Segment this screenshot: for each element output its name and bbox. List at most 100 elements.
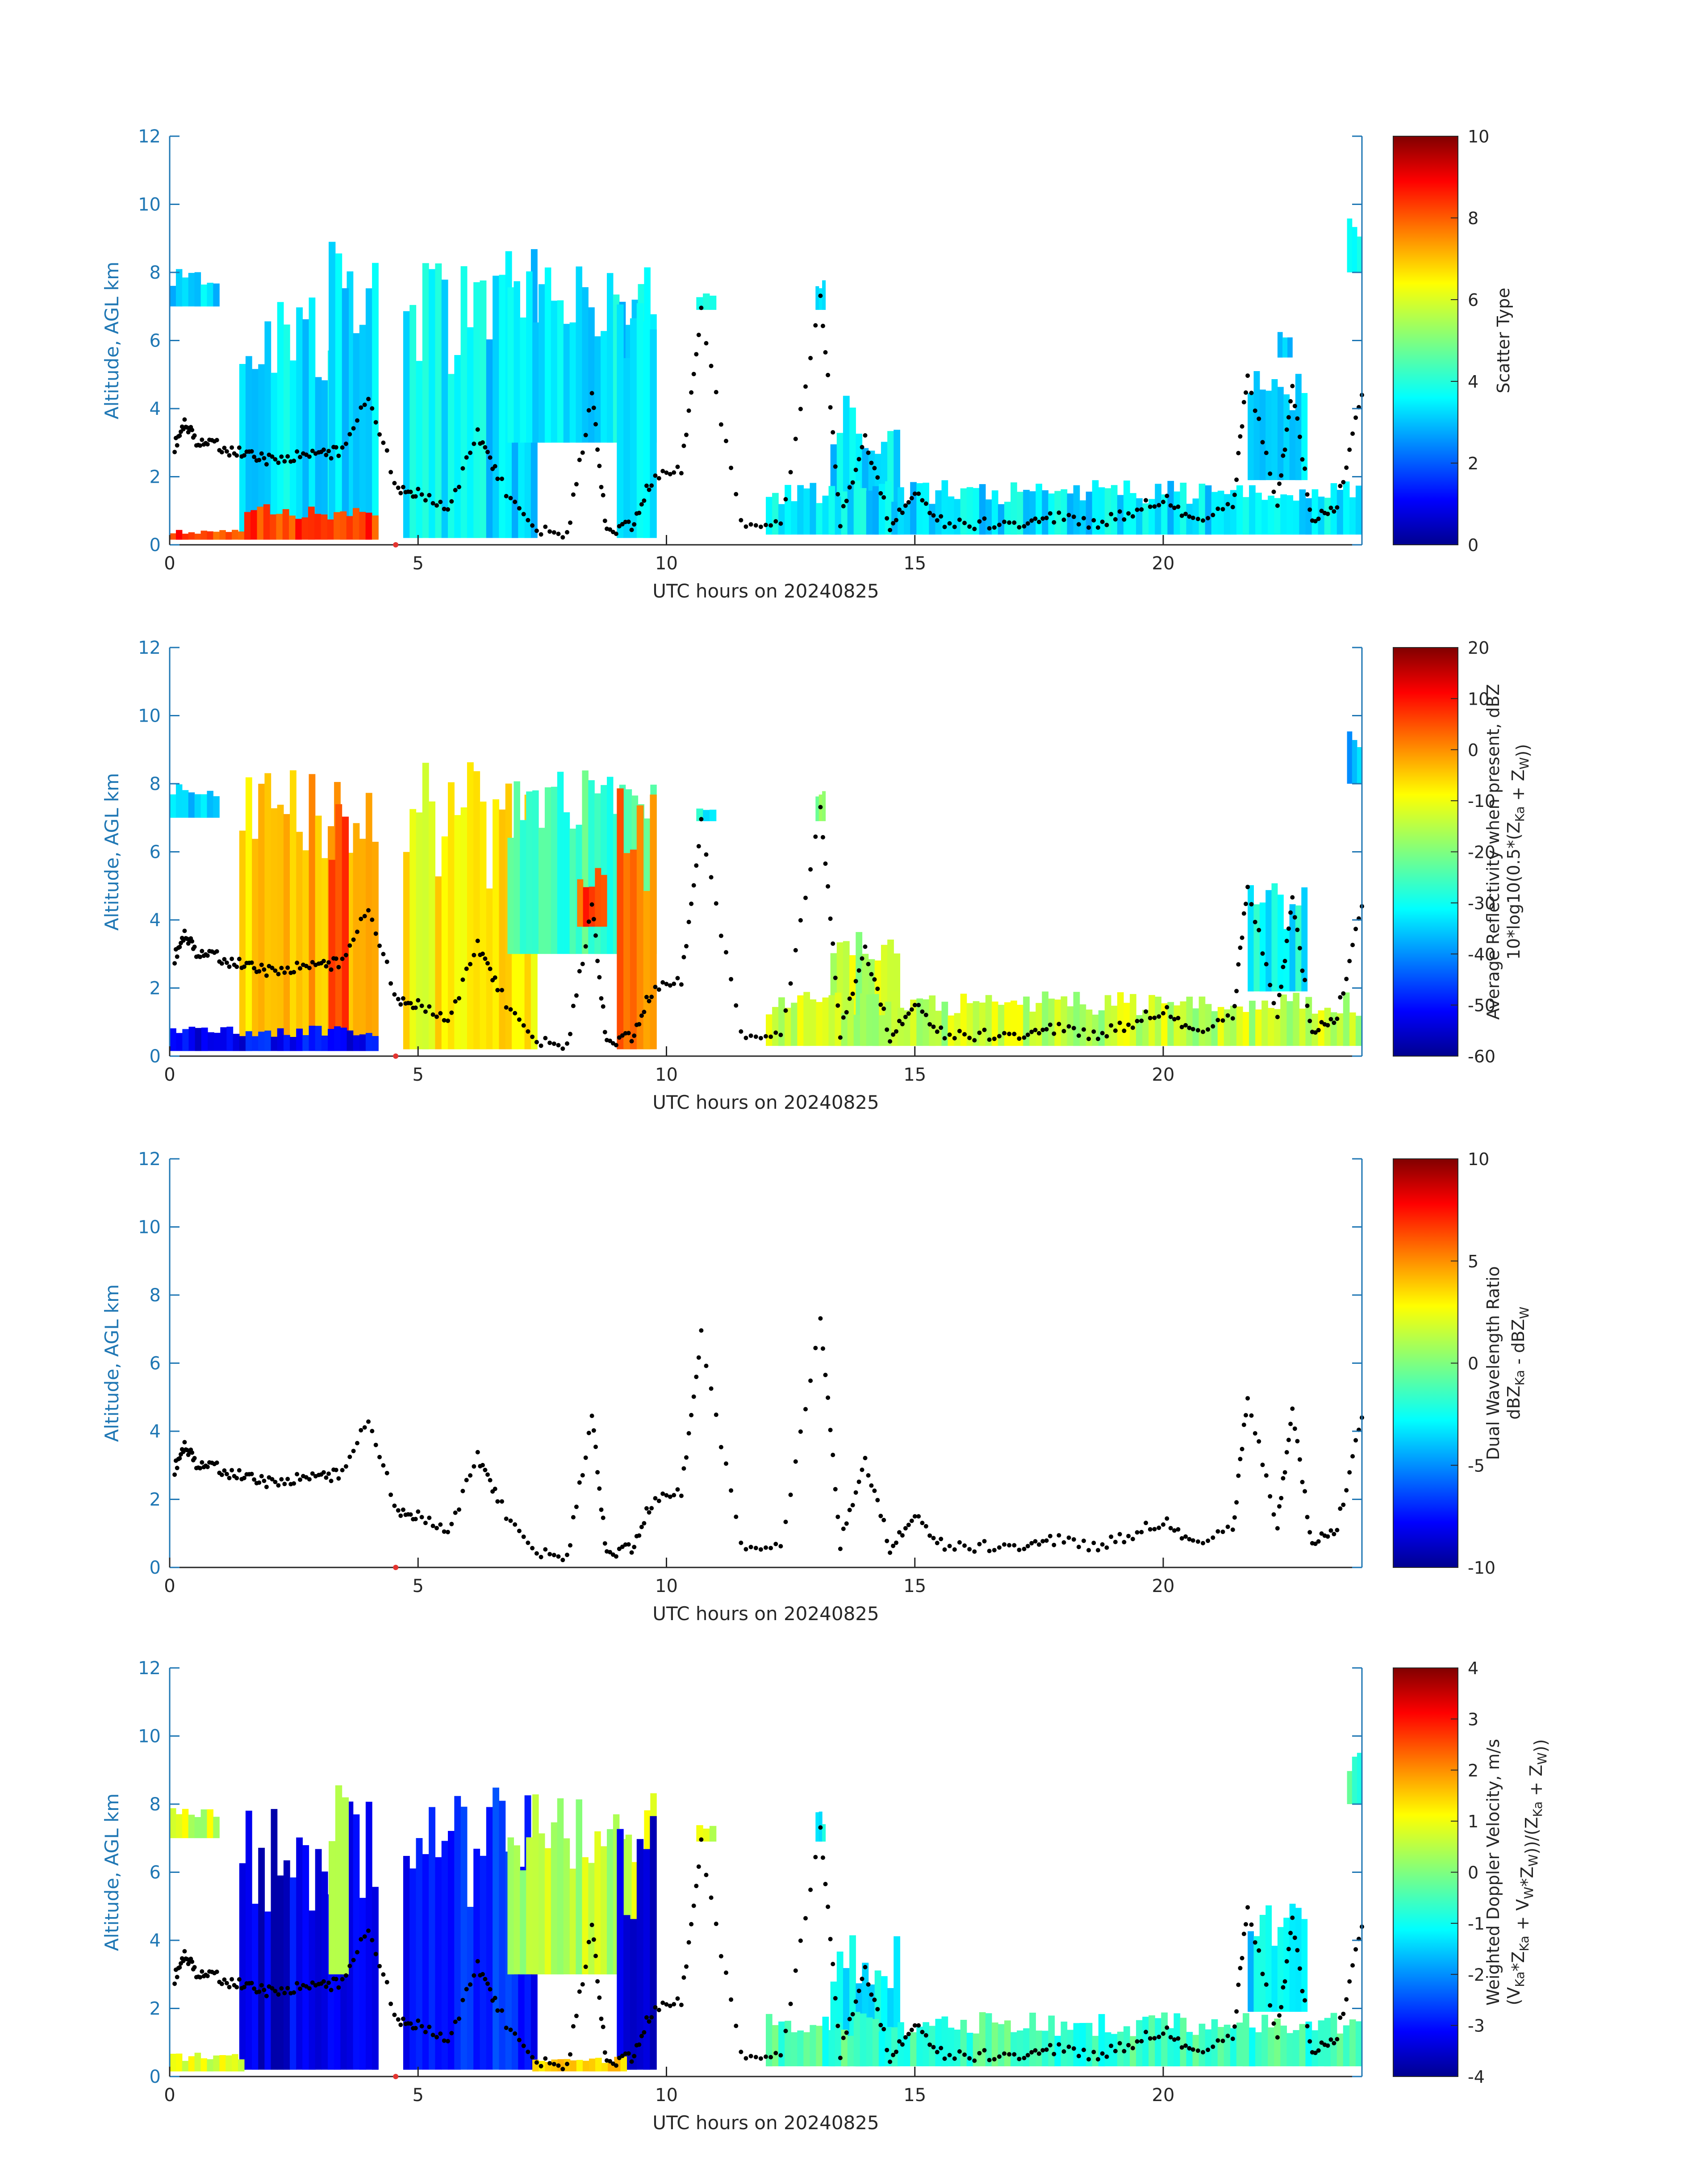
cloud-base-point <box>1195 2048 1200 2053</box>
cloud-base-point <box>820 1346 825 1351</box>
echo-column <box>301 517 309 540</box>
cloud-base-point <box>413 1517 418 1521</box>
cloud-base-point <box>460 1997 465 2002</box>
cloud-base-point <box>629 1550 634 1555</box>
echo-column <box>617 788 624 1049</box>
colorbar-tick-label: 3 <box>1468 1709 1478 1729</box>
echo-column <box>277 805 284 1049</box>
echo-column <box>650 329 657 538</box>
cloud-base-point <box>1017 525 1022 530</box>
cloud-base-point <box>1292 1426 1297 1431</box>
echo-column <box>353 823 360 1049</box>
cloud-base-point <box>384 448 389 453</box>
echo-column <box>703 1828 710 1842</box>
cloud-base-point <box>826 372 831 377</box>
cloud-base-point <box>952 524 957 529</box>
cloud-base-point <box>1245 373 1250 378</box>
cloud-base-point <box>430 501 435 506</box>
cloud-base-point <box>679 982 684 987</box>
cloud-base-point <box>939 514 944 519</box>
cloud-base-point <box>916 2023 921 2028</box>
cloud-base-point <box>449 2031 454 2035</box>
echo-column <box>1286 495 1294 535</box>
cloud-base-point <box>696 333 701 337</box>
cloud-base-point <box>472 1464 476 1469</box>
cloud-base-point <box>866 450 871 455</box>
cloud-base-point <box>488 966 493 971</box>
echo-column <box>308 506 315 540</box>
cloud-base-point <box>351 1449 356 1454</box>
echo-column <box>1330 483 1337 535</box>
cloud-base-point <box>1300 1479 1305 1484</box>
cloud-base-point <box>343 953 348 957</box>
cloud-base-point <box>647 2019 651 2024</box>
echo-column <box>872 486 879 535</box>
echo-column <box>252 839 259 1049</box>
cloud-base-point <box>442 1529 447 1534</box>
cloud-base-point <box>847 2017 852 2022</box>
cloud-base-point <box>1211 1535 1215 1540</box>
echo-column <box>577 879 584 927</box>
cloud-base-point <box>1130 514 1135 519</box>
cloud-base-point <box>329 1988 334 1993</box>
cloud-base-point <box>560 1558 565 1563</box>
cloud-base-point <box>1241 1422 1246 1427</box>
cloud-base-point <box>534 1551 539 1556</box>
cloud-base-point <box>909 496 914 501</box>
cloud-base-point <box>1201 1029 1205 1034</box>
cloud-base-point <box>696 1355 701 1360</box>
cloud-base-point <box>739 1540 743 1545</box>
colorbar-tick-label: -4 <box>1468 2067 1485 2087</box>
echo-column <box>226 1027 234 1051</box>
cloud-base-point <box>1281 965 1286 969</box>
echo-column <box>797 995 804 1046</box>
echo-column <box>1180 482 1187 535</box>
echo-column <box>1086 491 1093 535</box>
echo-column <box>1343 992 1350 1046</box>
echo-column <box>1255 2032 1262 2067</box>
cloud-base-point <box>381 952 386 957</box>
cloud-base-point <box>595 1470 600 1475</box>
cloud-base-point <box>453 1510 458 1515</box>
cloud-base-point <box>279 965 284 970</box>
cloud-base-point <box>340 445 345 450</box>
cloud-base-point <box>885 1538 889 1543</box>
cloud-base-point <box>602 2050 607 2055</box>
x-tick-label: 10 <box>655 2085 678 2106</box>
echo-column <box>1192 498 1199 535</box>
echo-column <box>841 491 848 535</box>
echo-column <box>207 1809 213 1839</box>
cloud-base-point <box>1172 1528 1177 1533</box>
cloud-base-point <box>1052 2052 1057 2056</box>
cloud-base-point <box>826 1904 831 1909</box>
cloud-base-point <box>1052 520 1057 525</box>
echo-column <box>219 2055 226 2072</box>
cloud-base-point <box>672 470 677 475</box>
cloud-base-point <box>1048 2043 1052 2047</box>
cloud-base-point <box>336 965 341 969</box>
echo-region <box>696 808 717 821</box>
cloud-base-point <box>377 1964 382 1968</box>
echo-column <box>941 480 948 535</box>
cloud-base-point <box>920 1521 925 1525</box>
cloud-base-point <box>1179 1536 1184 1541</box>
cloud-base-point <box>1260 440 1265 445</box>
cloud-base-point <box>242 964 246 969</box>
echo-column <box>1248 885 1254 992</box>
cloud-base-point <box>903 1015 908 1020</box>
colorbar-tick-label: 2 <box>1468 1761 1478 1780</box>
echo-column <box>335 804 342 1046</box>
cloud-base-point <box>574 1504 579 1509</box>
cloud-base-point <box>1117 2041 1122 2046</box>
cloud-base-point <box>1211 513 1215 518</box>
cloud-base-point <box>416 487 421 491</box>
colorbar-tick-label: 2 <box>1468 454 1478 473</box>
cloud-base-point <box>639 1525 644 1529</box>
cloud-base-point <box>1022 524 1027 529</box>
cloud-base-point <box>227 964 232 969</box>
cloud-base-point <box>298 966 302 971</box>
echo-column <box>948 496 955 535</box>
cloud-base-point <box>1328 1528 1333 1533</box>
cloud-base-point <box>190 939 195 944</box>
cloud-base-point <box>691 883 696 888</box>
